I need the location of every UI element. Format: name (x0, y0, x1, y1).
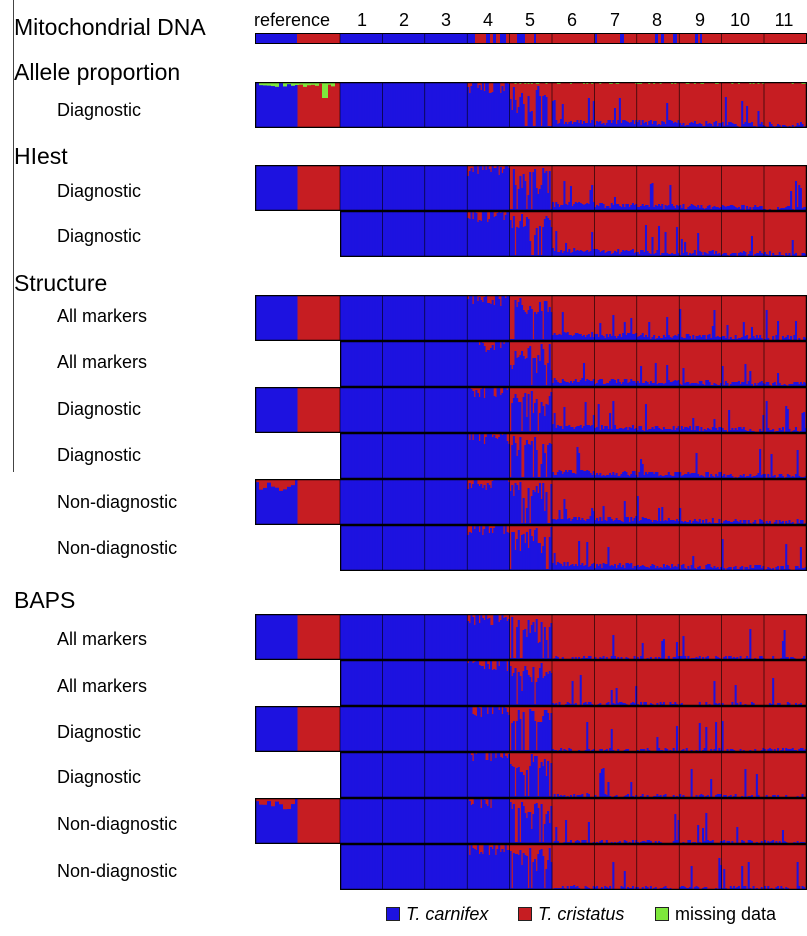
legend-missing: missing data (655, 904, 776, 924)
barplot-structure-diag (340, 433, 807, 479)
column-header-6: 6 (566, 10, 577, 30)
legend-swatch-red (518, 907, 532, 921)
column-header-7: 7 (609, 10, 620, 30)
row-label-baps-all-ref: All markers (57, 629, 148, 649)
barplot-structure-all (340, 341, 807, 387)
row-label-baps-nondiag-ref: Non-diagnostic (57, 814, 178, 834)
row-label-baps-nondiag: Non-diagnostic (57, 861, 178, 881)
legend-swatch-green (655, 907, 669, 921)
legend-label-cristatus: T. cristatus (538, 904, 625, 924)
barplot-baps-diag-ref (255, 706, 807, 752)
barplot-baps-diag (340, 752, 807, 798)
row-label-structure-diag: Diagnostic (57, 445, 142, 465)
column-header-10: 10 (729, 10, 751, 30)
barplot-structure-nondiag (340, 525, 807, 571)
barplot-structure-nondiag-ref (255, 479, 807, 525)
row-label-baps-all: All markers (57, 676, 148, 696)
legend-label-carnifex: T. carnifex (406, 904, 489, 924)
row-label-baps-diag: Diagnostic (57, 767, 142, 787)
column-header-5: 5 (524, 10, 535, 30)
section-baps: BAPS (14, 587, 76, 613)
row-label-allele-diagnostic: Diagnostic (57, 100, 142, 120)
section-allele-proportion: Allele proportion (14, 59, 181, 85)
column-header-4: 4 (482, 10, 493, 30)
barplot-hiest-diagnostic-ref (255, 165, 807, 211)
row-label-structure-nondiag-ref: Non-diagnostic (57, 492, 178, 512)
column-header-9: 9 (694, 10, 705, 30)
mito-bar (255, 33, 807, 44)
barplot-baps-nondiag (340, 844, 807, 890)
section-hiest: HIest (14, 143, 68, 169)
legend-label-missing: missing data (675, 904, 777, 924)
barplot-hiest-diagnostic (340, 211, 807, 257)
barplot-baps-all-ref (255, 614, 807, 660)
barplot-structure-all-ref (255, 295, 807, 341)
column-header-2: 2 (398, 10, 409, 30)
row-label-structure-all-ref: All markers (57, 306, 148, 326)
barplot-allele-diagnostic (255, 82, 807, 128)
bracket-line (13, 0, 14, 472)
row-label-structure-all: All markers (57, 352, 148, 372)
row-label-hiest-diagnostic: Diagnostic (57, 226, 142, 246)
barplot-baps-nondiag-ref (255, 798, 807, 844)
legend-cristatus: T. cristatus (518, 904, 624, 924)
mito-title: Mitochondrial DNA (14, 14, 206, 40)
legend-carnifex: T. carnifex (386, 904, 488, 924)
row-label-structure-nondiag: Non-diagnostic (57, 538, 178, 558)
column-header-11: 11 (774, 10, 794, 30)
column-header-1: 1 (356, 10, 367, 30)
row-label-hiest-diagnostic-ref: Diagnostic (57, 181, 142, 201)
section-structure: Structure (14, 270, 108, 296)
barplot-structure-diag-ref (255, 387, 807, 433)
barplot-baps-all (340, 660, 807, 706)
row-label-structure-diag-ref: Diagnostic (57, 399, 142, 419)
column-header-8: 8 (651, 10, 662, 30)
reference-header: reference (254, 10, 331, 30)
legend-swatch-blue (386, 907, 400, 921)
column-header-3: 3 (440, 10, 451, 30)
row-label-baps-diag-ref: Diagnostic (57, 722, 142, 742)
